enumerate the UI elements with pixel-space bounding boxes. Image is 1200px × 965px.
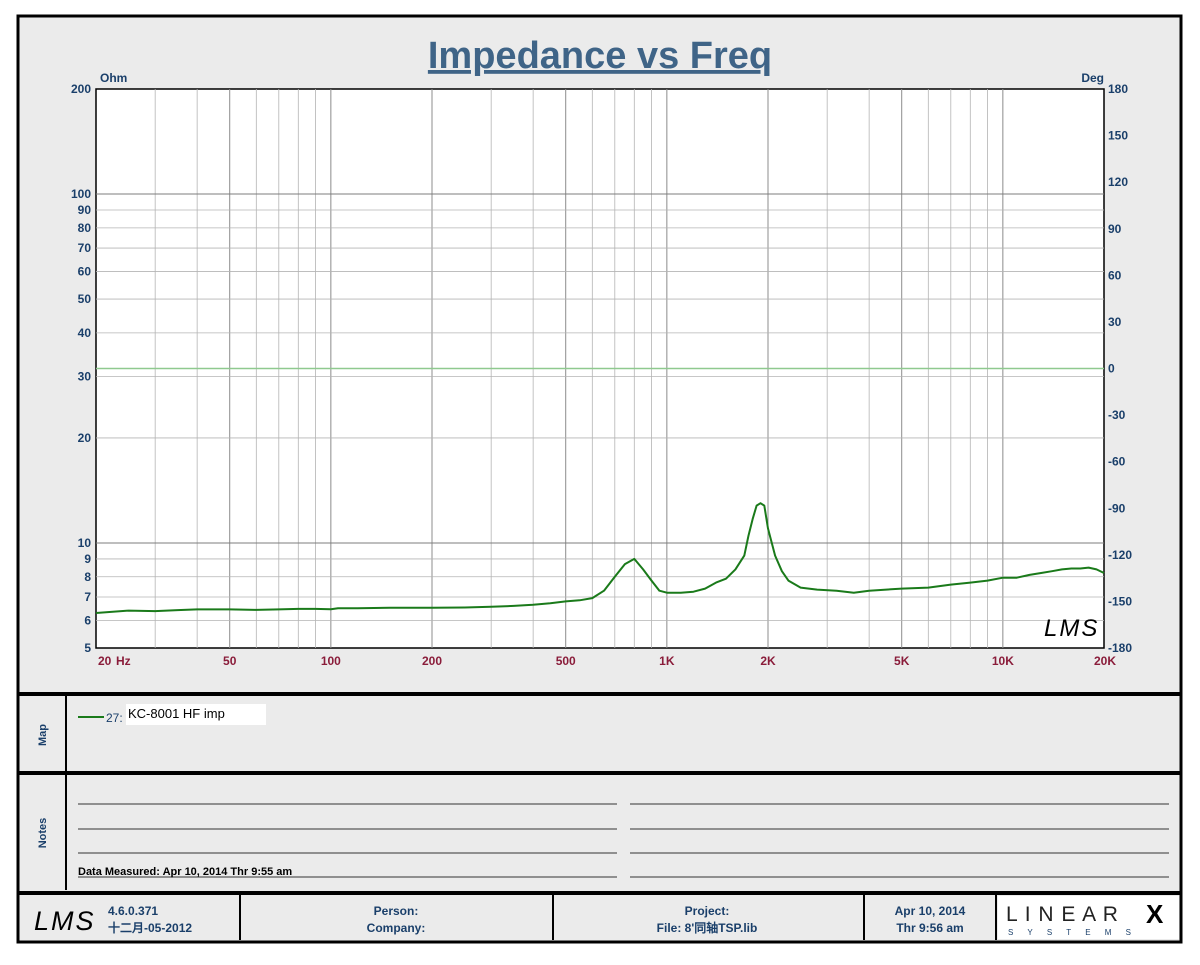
footer-company: Company:: [367, 921, 426, 935]
left-tick-label: 8: [84, 570, 91, 584]
left-tick-label: 30: [78, 369, 92, 383]
footer-version: 4.6.0.371: [108, 904, 158, 918]
x-tick-label: 50: [223, 654, 237, 668]
left-tick-label: 70: [78, 241, 92, 255]
left-tick-label: 40: [78, 326, 92, 340]
left-tick-label: 20: [78, 431, 92, 445]
x-axis-ticks: 20 50 100 200 500 1K 2K 5K 10K 20K: [98, 654, 1116, 668]
left-tick-label: 200: [71, 82, 91, 96]
brand-systems: S Y S T E M S: [1008, 928, 1137, 937]
notes-lines: [78, 803, 1169, 878]
x-tick-label: 20: [98, 654, 112, 668]
right-tick-label: 180: [1108, 82, 1128, 96]
right-tick-label: 120: [1108, 175, 1128, 189]
chart-title: Impedance vs Freq: [428, 35, 772, 77]
x-tick-label: 2K: [760, 654, 776, 668]
plot-grid: [96, 89, 1104, 648]
right-tick-label: 90: [1108, 222, 1122, 236]
x-axis-unit: Hz: [116, 654, 131, 668]
left-tick-label: 100: [71, 187, 91, 201]
right-tick-label: -120: [1108, 548, 1132, 562]
footer-time: Thr 9:56 am: [896, 921, 963, 935]
x-tick-label: 1K: [659, 654, 675, 668]
right-tick-label: -150: [1108, 594, 1132, 608]
left-tick-label: 90: [78, 203, 92, 217]
left-tick-label: 5: [84, 641, 91, 655]
right-tick-label: 0: [1108, 362, 1115, 376]
x-tick-label: 5K: [894, 654, 910, 668]
right-tick-label: -90: [1108, 501, 1126, 515]
footer-version-date: 十二月-05-2012: [108, 920, 192, 935]
series-line-impedance: [95, 502, 1105, 614]
left-tick-label: 10: [78, 536, 92, 550]
legend-box: [126, 704, 266, 725]
left-tick-label: 9: [84, 552, 91, 566]
left-tick-label: 80: [78, 221, 92, 235]
brand-box: [998, 896, 1179, 939]
x-tick-label: 10K: [992, 654, 1014, 668]
x-tick-label: 200: [422, 654, 442, 668]
right-axis-ticks: 180 150 120 90 60 30 0 -30 -60 -90 -120 -150 -180: [1108, 82, 1132, 655]
legend-id: 27:: [106, 711, 123, 725]
right-tick-label: -180: [1108, 641, 1132, 655]
footer-project: Project:: [685, 904, 730, 918]
left-tick-label: 60: [78, 264, 92, 278]
left-axis-unit: Ohm: [100, 71, 127, 85]
footer-dividers: [239, 895, 997, 940]
right-tick-label: 150: [1108, 129, 1128, 143]
map-label: Map: [37, 724, 49, 746]
right-tick-label: 30: [1108, 315, 1122, 329]
footer-person: Person:: [374, 904, 419, 918]
notes-data-measured: Data Measured: Apr 10, 2014 Thr 9:55 am: [78, 866, 292, 878]
left-tick-label: 7: [84, 590, 91, 604]
footer-date: Apr 10, 2014: [895, 904, 966, 918]
right-tick-label: -60: [1108, 455, 1126, 469]
right-axis-unit: Deg: [1081, 71, 1104, 85]
brand-linear: L I N E A R: [1006, 903, 1119, 926]
legend-name: KC-8001 HF imp: [128, 706, 225, 721]
left-tick-label: 50: [78, 292, 92, 306]
x-tick-label: 100: [321, 654, 341, 668]
x-tick-label: 500: [556, 654, 576, 668]
footer-logo: LMS: [34, 906, 96, 936]
plot-watermark-logo: LMS: [1044, 615, 1099, 642]
series-layer: [95, 502, 1105, 614]
left-tick-label: 6: [84, 613, 91, 627]
x-tick-label: 20K: [1094, 654, 1116, 668]
brand-x-mark: X: [1146, 899, 1164, 929]
right-tick-label: 60: [1108, 268, 1122, 282]
notes-label: Notes: [37, 818, 49, 849]
left-axis-ticks: 5 6 7 8 9 10 20 30 40 50 60 70 80 90 100 200: [71, 82, 91, 655]
right-tick-label: -30: [1108, 408, 1126, 422]
footer-file: File: 8'同轴TSP.lib: [657, 920, 758, 935]
